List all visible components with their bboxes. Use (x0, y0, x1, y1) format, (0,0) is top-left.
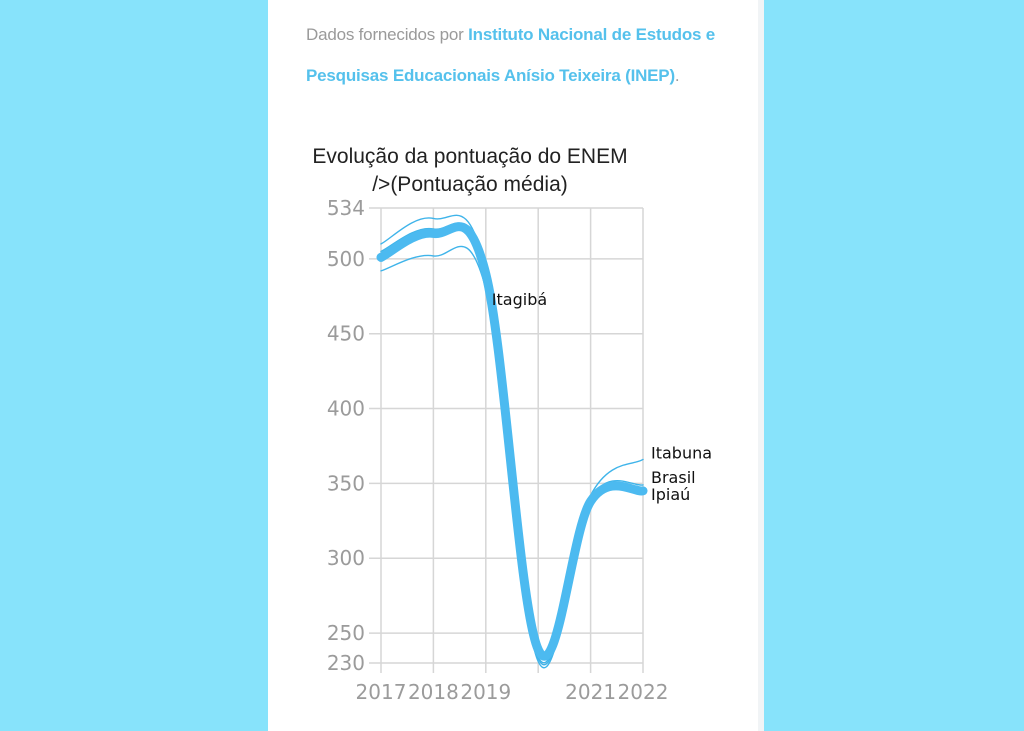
card-edge-divider (758, 0, 764, 731)
source-note: Dados fornecidos por Instituto Nacional … (306, 14, 736, 96)
source-org-link[interactable]: Instituto Nacional de Estudos e Pesquisa… (306, 25, 716, 85)
chart-tick-labels: 230 250 300 350 400 450 500 534 2017 2018 2019 2021… (327, 196, 669, 704)
chart-title: Evolução da pontuação do ENEM />(Pontuaç… (300, 143, 640, 199)
y-tick-label: 534 (327, 196, 365, 220)
series-line-ipiau (376, 222, 648, 661)
y-tick-label: 350 (327, 471, 365, 495)
x-tick-label: 2018 (408, 680, 459, 704)
y-tick-label: 230 (327, 651, 365, 675)
series-label: Itagibá (492, 290, 547, 309)
series-label: Brasil (651, 468, 696, 487)
series-label: Itabuna (651, 443, 712, 462)
y-tick-label: 450 (327, 322, 365, 346)
x-tick-label: 2017 (356, 680, 407, 704)
y-tick-label: 250 (327, 621, 365, 645)
y-tick-label: 300 (327, 546, 365, 570)
y-tick-label: 500 (327, 247, 365, 271)
chart-title-line-2: />(Pontuação média) (372, 173, 568, 196)
chart-series (376, 214, 648, 669)
x-tick-label: 2019 (460, 680, 511, 704)
x-tick-label: 2022 (618, 680, 669, 704)
chart-title-line-1: Evolução da pontuação do ENEM (312, 145, 628, 168)
series-label: Ipiaú (651, 485, 690, 504)
chart-gridlines (369, 207, 644, 673)
x-tick-label: 2021 (565, 680, 616, 704)
source-suffix: . (674, 66, 680, 85)
y-tick-label: 400 (327, 397, 365, 421)
source-prefix: Dados fornecidos por (306, 25, 464, 44)
content-card (268, 0, 758, 731)
